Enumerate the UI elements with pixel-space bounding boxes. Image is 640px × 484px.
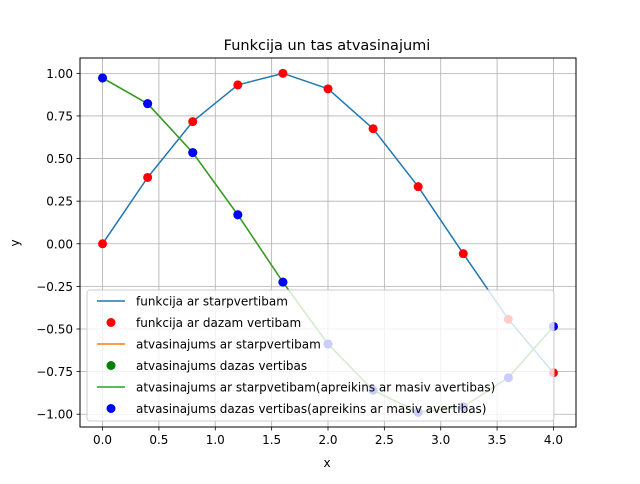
y-tick-label: −0.50 [36,322,73,336]
legend-marker-swatch [106,404,116,413]
y-tick-label: −0.25 [36,280,73,294]
data-point [188,117,198,127]
chart-title: Funkcija un tas atvasinajumi [224,38,431,54]
y-tick-label: 0.25 [46,195,73,209]
legend-marker-swatch [106,361,116,370]
legend-label: funkcija ar dazam vertibam [136,316,301,330]
data-point [143,99,153,109]
data-point [368,124,378,134]
legend-label: atvasinajums ar starpvetibam(apreikins a… [136,381,495,395]
legend-label: atvasinajums ar starpvertibam [136,338,321,352]
data-point [233,210,243,220]
y-tick-label: 1.00 [46,67,73,81]
legend-label: atvasinajums dazas vertibas(apreikins ar… [136,402,486,416]
y-tick-label: 0.75 [46,109,73,123]
x-tick-label: 2.5 [375,433,394,447]
legend-entry-5: atvasinajums ar starpvetibam(apreikins a… [97,381,495,395]
data-point [323,84,333,94]
y-tick-label: −0.75 [36,365,73,379]
x-tick-label: 1.5 [262,433,281,447]
x-axis-label: x [323,456,330,470]
x-tick-label: 3.5 [488,433,507,447]
legend-marker-swatch [106,318,116,327]
x-tick-label: 2.0 [318,433,337,447]
data-point [278,277,288,287]
data-point [413,182,423,192]
data-point [458,249,468,259]
x-tick-label: 0.5 [149,433,168,447]
legend-entry-2: funkcija ar dazam vertibam [106,316,301,330]
legend-entry-4: atvasinajums dazas vertibas [106,359,307,373]
legend-label: funkcija ar starpvertibam [136,295,288,309]
legend-entry-3: atvasinajums ar starpvertibam [97,338,321,352]
legend-box [86,289,555,422]
x-tick-label: 4.0 [544,433,563,447]
data-point [278,68,288,78]
data-point [188,148,198,158]
y-axis-label: y [8,239,22,246]
data-point [233,80,243,90]
tick-layer: 0.0 0.5 1.0 1.5 2.0 2.5 3.0 3.5 4.0 −1.00 −0.75 −0.… [36,67,563,447]
legend: funkcija ar starpvertibam funkcija ar daz… [86,289,555,422]
x-tick-label: 0.0 [93,433,112,447]
y-tick-label: 0.50 [46,152,73,166]
x-tick-label: 1.0 [206,433,225,447]
data-point [98,239,108,249]
data-point [98,73,108,83]
y-tick-label: 0.00 [46,237,73,251]
legend-entry-6: atvasinajums dazas vertibas(apreikins ar… [106,402,486,416]
legend-label: atvasinajums dazas vertibas [136,359,307,373]
data-point [143,172,153,182]
y-tick-label: −1.00 [36,408,73,422]
legend-entry-1: funkcija ar starpvertibam [97,295,288,309]
x-tick-label: 3.0 [431,433,450,447]
